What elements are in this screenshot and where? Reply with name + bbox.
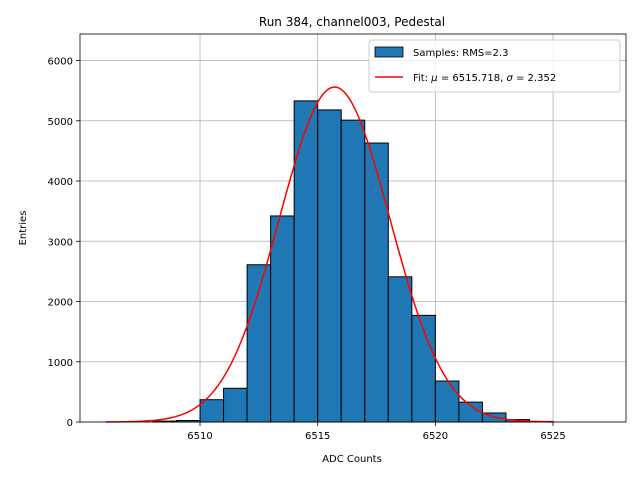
histogram-bar: [434, 380, 460, 423]
legend: Samples: RMS=2.3 Fit: μ = 6515.718, σ = …: [368, 39, 621, 93]
histogram-bar: [317, 109, 342, 423]
histogram-bar: [364, 142, 389, 423]
y-tick-label: 5000: [48, 117, 73, 128]
y-tick-label: 2000: [48, 298, 73, 309]
legend-samples-label: Samples: RMS=2.3: [413, 48, 508, 59]
histogram-bar: [293, 100, 319, 423]
legend-box: [368, 39, 621, 93]
y-tick-label: 1000: [48, 358, 73, 369]
histogram-bar: [270, 215, 295, 423]
y-tick-label: 6000: [48, 57, 73, 68]
fit-curve: [105, 86, 554, 423]
x-tick-label: 6510: [187, 431, 212, 442]
x-tick-label: 6525: [540, 431, 565, 442]
y-tick-label: 3000: [48, 237, 73, 248]
x-axis-label: ADC Counts: [322, 454, 382, 465]
legend-fit-sigma-value: = 2.352: [513, 73, 556, 84]
legend-fit-sigma-symbol: σ: [506, 73, 513, 84]
y-axis-ticks: 0 1000 2000 3000 4000 5000 6000: [48, 57, 80, 429]
legend-fit-mu-symbol: μ: [430, 73, 437, 84]
x-tick-label: 6520: [423, 431, 448, 442]
x-axis-ticks: 6510 6515 6520 6525: [187, 422, 566, 442]
legend-fit-prefix: Fit:: [413, 73, 431, 84]
histogram-bar: [340, 119, 366, 423]
legend-samples-swatch: [374, 46, 404, 58]
legend-fit-mu-value: = 6515.718,: [438, 73, 507, 84]
y-axis-label: Entries: [18, 211, 29, 246]
legend-fit-label: Fit: μ = 6515.718, σ = 2.352: [413, 73, 556, 84]
chart-title: Run 384, channel003, Pedestal: [259, 15, 445, 29]
x-tick-label: 6515: [305, 431, 330, 442]
histogram-bar: [199, 399, 225, 423]
histogram-bar: [387, 276, 413, 423]
histogram-bars: [152, 100, 554, 423]
y-tick-label: 0: [67, 418, 73, 429]
plot-frame: [79, 33, 627, 423]
y-tick-label: 4000: [48, 177, 73, 188]
histogram-bar: [223, 387, 248, 423]
